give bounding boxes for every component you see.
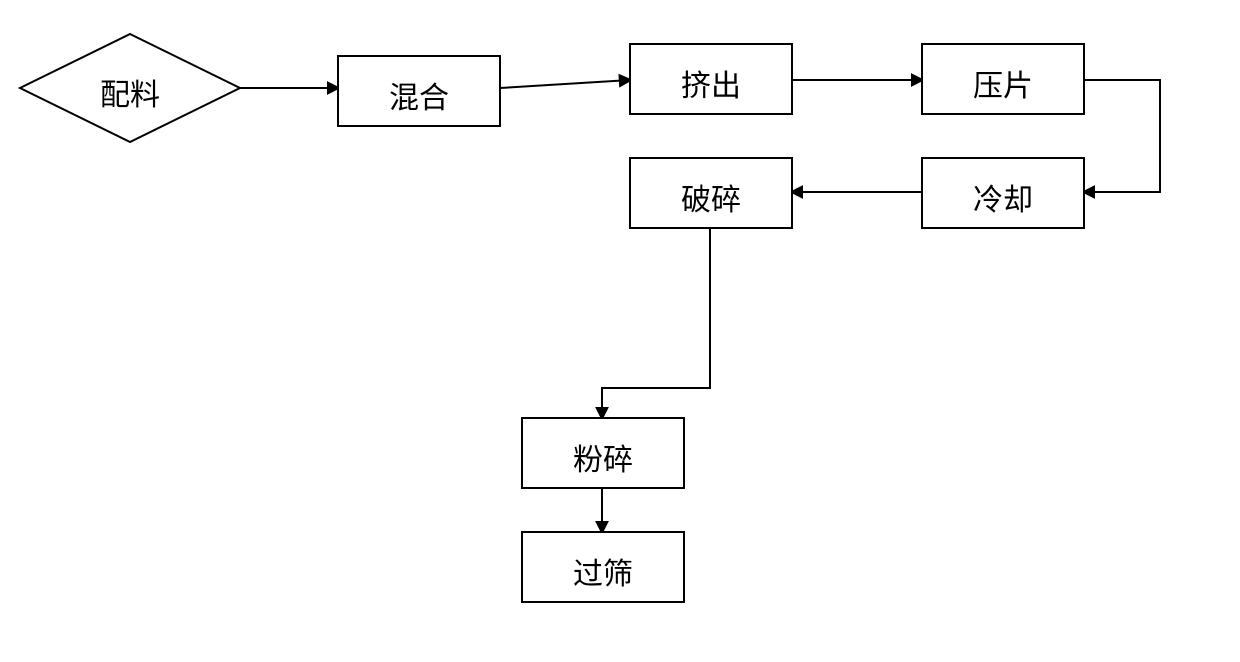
flow-edge	[1084, 80, 1160, 192]
flow-node-label: 冷却	[923, 175, 1083, 219]
flow-edge	[602, 228, 710, 418]
flow-edge	[500, 80, 630, 88]
flow-node-label: 过筛	[523, 549, 683, 593]
flow-node-label: 挤出	[631, 61, 791, 105]
flow-node-label: 混合	[339, 73, 499, 117]
flow-node-label: 粉碎	[523, 435, 683, 479]
flow-node-label: 破碎	[631, 175, 791, 219]
flow-node-label: 压片	[923, 61, 1083, 105]
flow-node-label: 配料	[50, 70, 210, 114]
